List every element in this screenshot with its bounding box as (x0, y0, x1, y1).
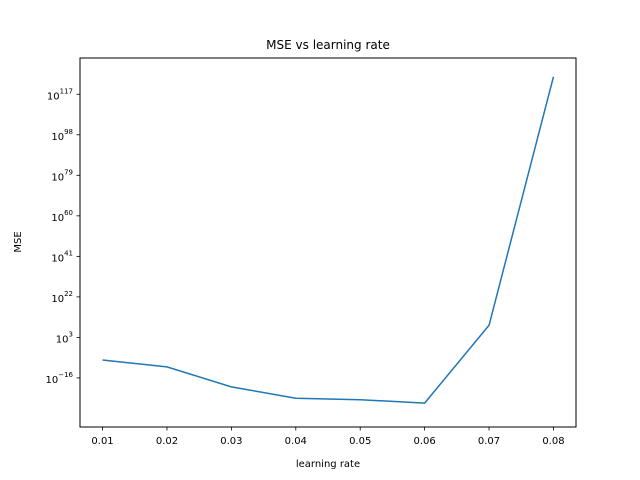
y-tick-label: 1079 (51, 168, 73, 183)
x-tick-label: 0.03 (220, 436, 242, 447)
x-tick-label: 0.07 (478, 436, 500, 447)
series-line (102, 76, 555, 404)
y-tick-label: 1060 (51, 209, 73, 224)
x-tick-label: 0.08 (542, 436, 564, 447)
plot-frame (79, 57, 577, 428)
y-tick-label: 1022 (51, 290, 73, 305)
y-tick-label: 10117 (47, 87, 73, 102)
y-axis-label: MSE (13, 231, 24, 252)
x-tick-label: 0.02 (156, 436, 178, 447)
x-tick-label: 0.06 (413, 436, 435, 447)
y-tick-label: 1041 (51, 249, 73, 264)
y-tick-label: 103 (56, 330, 73, 345)
x-tick-label: 0.01 (91, 436, 113, 447)
chart-title: MSE vs learning rate (266, 38, 390, 52)
x-axis-ticks: 0.01 0.02 0.03 0.04 0.05 0.06 0.07 0.08 (91, 427, 565, 447)
y-axis-ticks: 10−16 103 1022 1041 1060 1079 1098 10117 (45, 87, 80, 386)
y-tick-label: 1098 (51, 128, 73, 143)
series-layer (102, 76, 555, 404)
y-tick-label: 10−16 (45, 371, 73, 386)
x-axis-label: learning rate (296, 459, 360, 470)
x-tick-label: 0.04 (285, 436, 307, 447)
x-tick-label: 0.05 (349, 436, 371, 447)
